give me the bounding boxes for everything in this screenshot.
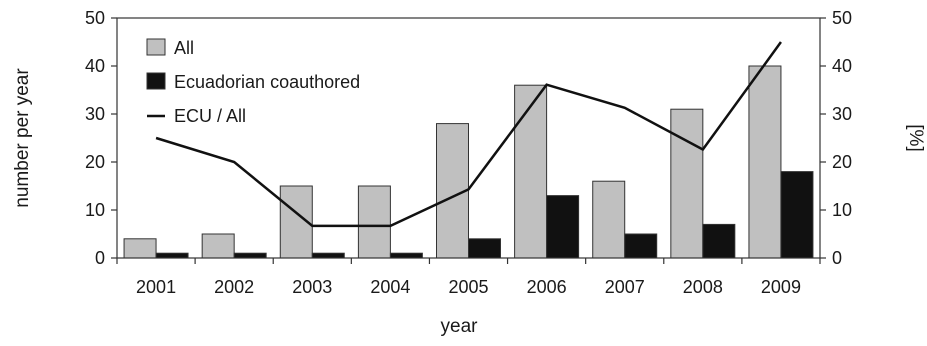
y-tick-label: 50 [85,8,105,28]
legend-swatch-ecuadorian-coauthored [147,73,165,89]
y2-axis-title: [%] [905,124,926,151]
y2-tick-label: 0 [832,248,842,268]
bar-ecuadorian-coauthored-2002 [234,253,266,258]
x-tick-label-2005: 2005 [448,277,488,297]
x-tick-label-2006: 2006 [527,277,567,297]
y2-tick-label: 20 [832,152,852,172]
y2-tick-label: 30 [832,104,852,124]
x-tick-label-2002: 2002 [214,277,254,297]
legend-label-all: All [174,38,194,58]
y2-tick-label: 50 [832,8,852,28]
bar-all-2008 [671,109,703,258]
x-tick-label-2008: 2008 [683,277,723,297]
bar-ecuadorian-coauthored-2008 [703,224,735,258]
y2-tick-label: 10 [832,200,852,220]
legend-label-ecuadorian-coauthored: Ecuadorian coauthored [174,72,360,92]
bar-all-2009 [749,66,781,258]
y-tick-label: 0 [95,248,105,268]
legend: All Ecuadorian coauthored ECU / All [147,38,360,126]
bar-ecuadorian-coauthored-2001 [156,253,188,258]
bar-all-2004 [358,186,390,258]
bar-ecuadorian-coauthored-2003 [312,253,344,258]
x-tick-label-2001: 2001 [136,277,176,297]
bar-all-2006 [515,85,547,258]
bar-ecuadorian-coauthored-2005 [469,239,501,258]
bar-ecuadorian-coauthored-2009 [781,172,813,258]
x-tick-label-2003: 2003 [292,277,332,297]
bar-ecuadorian-coauthored-2007 [625,234,657,258]
y-tick-label: 30 [85,104,105,124]
x-tick-label-2007: 2007 [605,277,645,297]
legend-swatch-all [147,39,165,55]
y-axis-title: number per year [12,68,33,208]
bar-ecuadorian-coauthored-2006 [547,196,579,258]
x-tick-label-2004: 2004 [370,277,410,297]
y-tick-label: 20 [85,152,105,172]
y-tick-label: 40 [85,56,105,76]
bar-all-2001 [124,239,156,258]
bar-all-2007 [593,181,625,258]
legend-label-ecu-all: ECU / All [174,106,246,126]
bar-all-2002 [202,234,234,258]
x-tick-label-2009: 2009 [761,277,801,297]
y-tick-label: 10 [85,200,105,220]
bars-layer [124,66,813,258]
x-axis-title: year [441,316,479,337]
y2-tick-label: 40 [832,56,852,76]
bar-ecuadorian-coauthored-2004 [390,253,422,258]
